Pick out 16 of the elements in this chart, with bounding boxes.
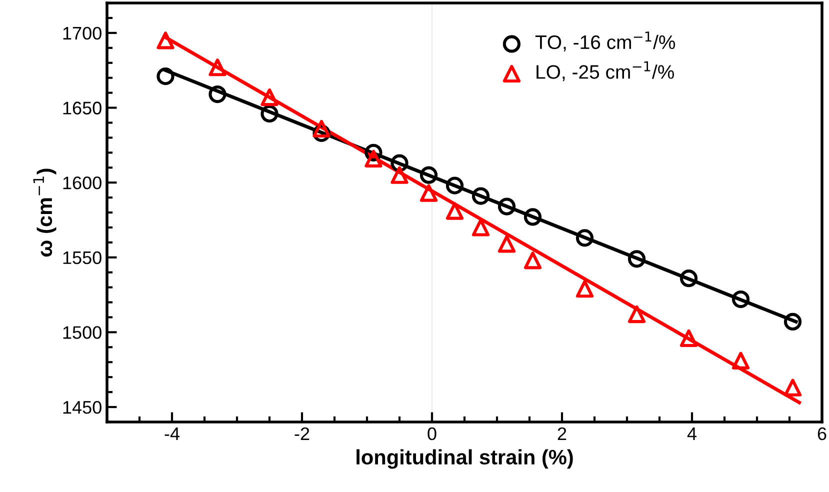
y-tick-label: 1550: [63, 251, 102, 264]
x-tick-label: 2: [558, 427, 566, 440]
y-tick-label: 1650: [63, 102, 102, 114]
x-tick-label: -2: [294, 427, 310, 440]
x-tick-label: 0: [428, 427, 436, 440]
x-tick-label: -4: [164, 428, 180, 440]
legend-label: LO, -25 cm$^{−1}$/%: [536, 61, 674, 82]
y-tick-label: 1500: [63, 326, 102, 339]
x-axis-title: longitudinal strain (%): [356, 449, 573, 469]
legend-label: TO, -16 cm$^{−1}$/%: [535, 32, 676, 52]
x-tick-label: 4: [687, 428, 696, 440]
y-tick-label: 1600: [63, 176, 102, 190]
y-tick-label: 1450: [63, 400, 102, 414]
y-axis-title: ω (cm$^{−1}$): [33, 168, 56, 257]
x-tick-label: 6: [818, 427, 826, 440]
y-tick-label: 1700: [63, 26, 102, 40]
